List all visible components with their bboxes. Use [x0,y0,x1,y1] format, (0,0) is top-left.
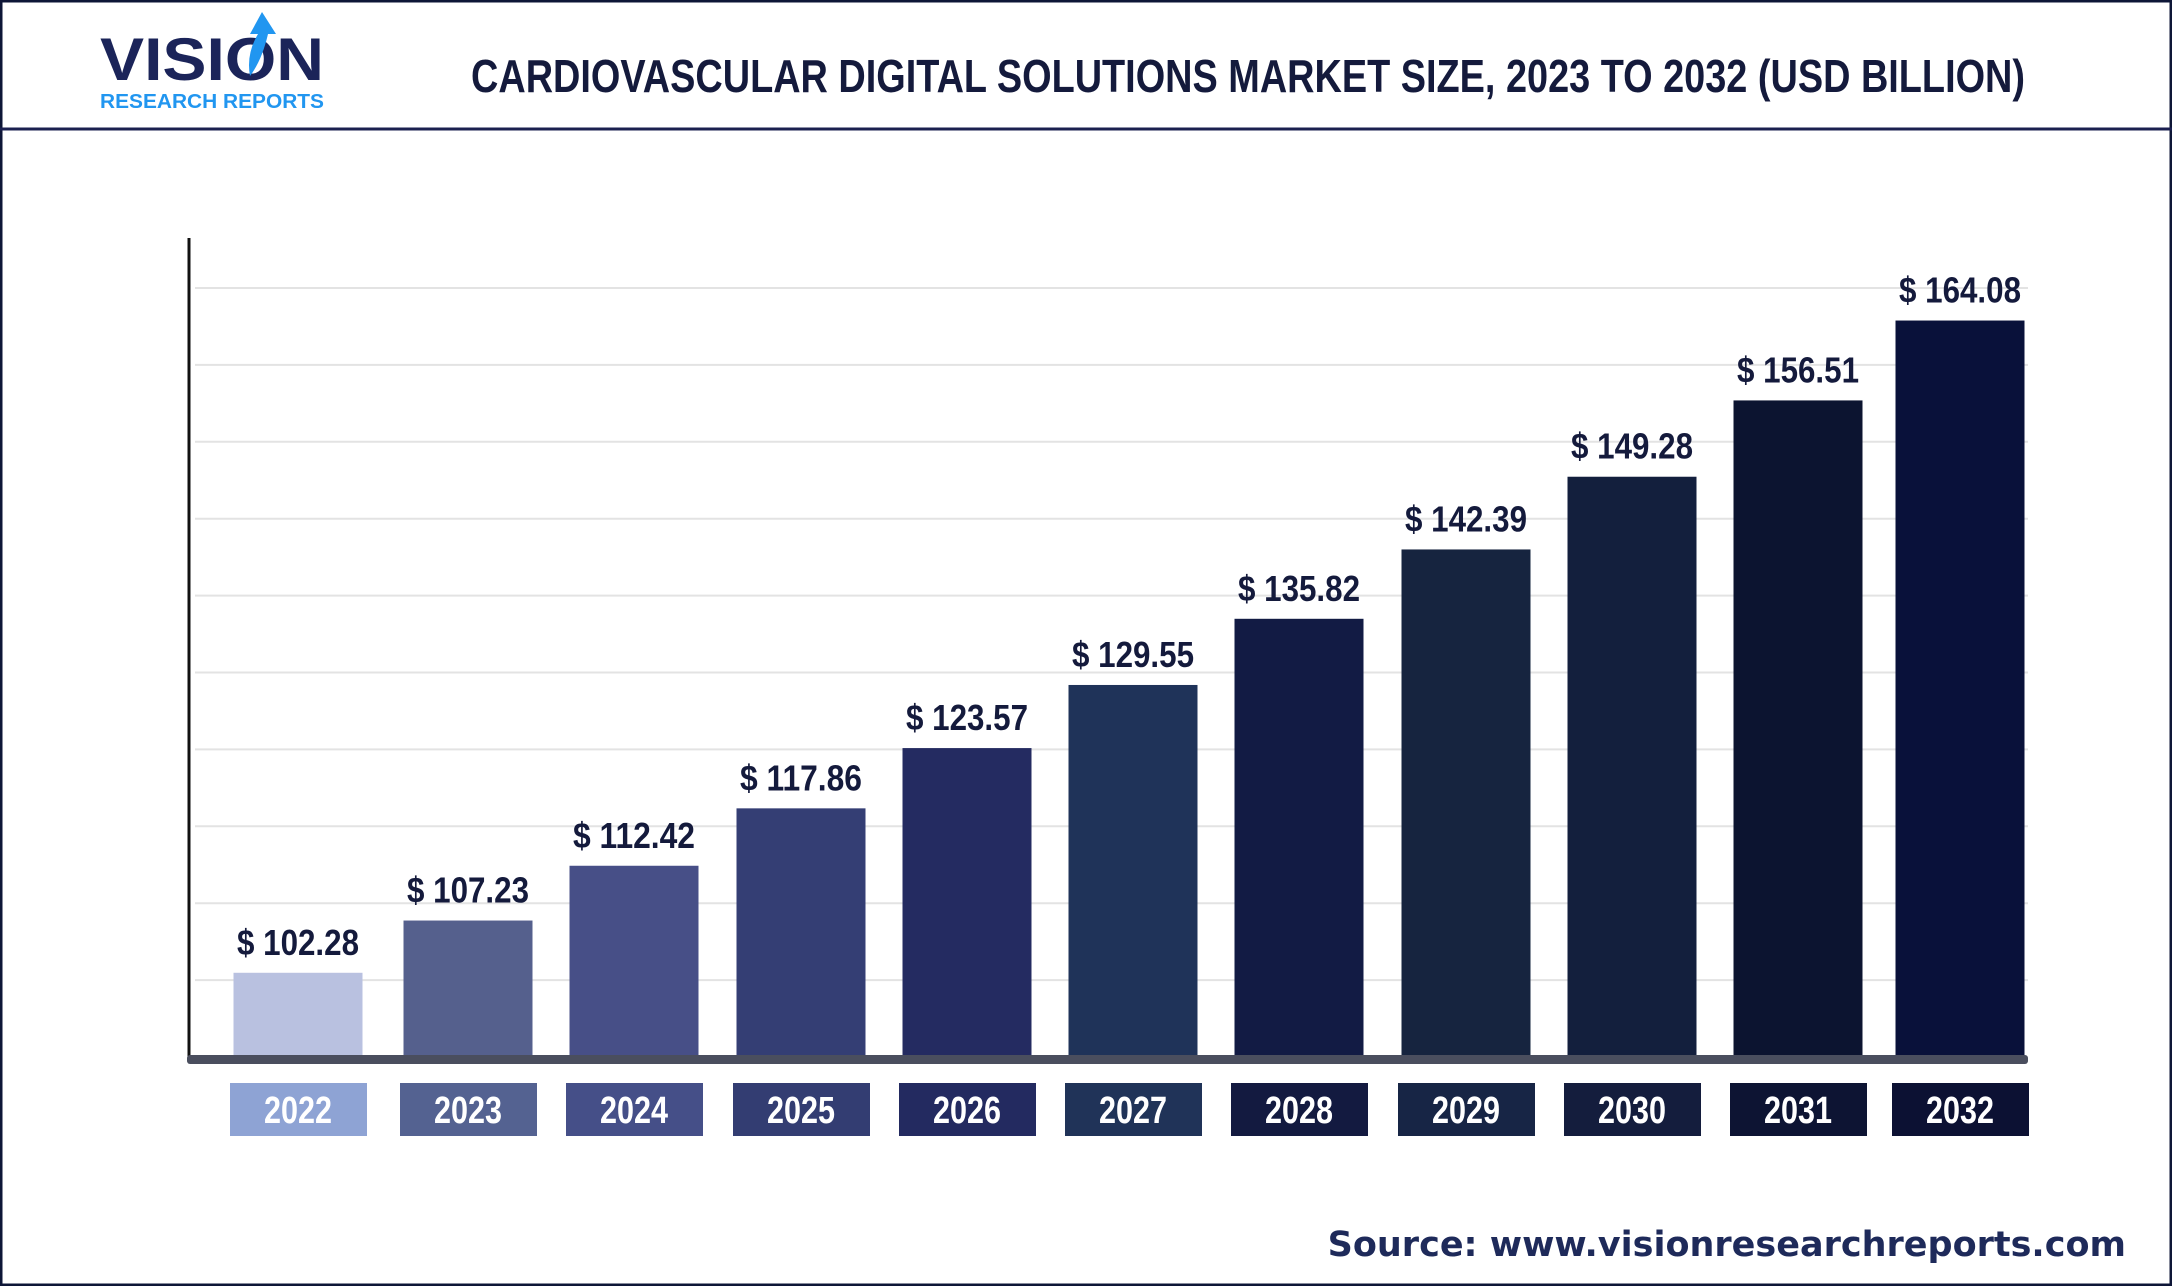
year-label: 2026 [933,1090,1001,1132]
source-text: Source: www.visionresearchreports.com [1328,1225,2126,1265]
year-label-box [400,1083,537,1136]
year-label: 2022 [264,1090,332,1132]
category-labels: 2022 2023 2024 2025 2026 2027 2028 2029 2030 2031… [230,1083,2029,1136]
year-label: 2025 [767,1090,835,1132]
year-label-box [1231,1083,1368,1136]
logo-arrow-icon [249,12,276,76]
year-label: 2030 [1598,1090,1666,1132]
bar-2025 [736,808,866,1057]
bar-2022 [233,972,363,1057]
value-label: $ 135.82 [1238,568,1360,609]
year-label: 2031 [1764,1090,1832,1132]
value-label: $ 142.39 [1405,498,1527,539]
bar-2027 [1068,684,1198,1057]
bar-2031 [1733,400,1863,1057]
value-label: $ 149.28 [1571,426,1693,467]
year-label: 2028 [1265,1090,1333,1132]
year-label-box [1398,1083,1535,1136]
value-label: $ 112.42 [573,815,695,856]
logo-word: VISION [100,26,324,93]
bar-2028 [1234,618,1364,1057]
bar-2030 [1567,476,1697,1058]
year-label: 2032 [1926,1090,1994,1132]
value-label: $ 129.55 [1072,634,1194,675]
logo: VISION RESEARCH REPORTS [100,12,324,113]
bar-2026 [902,748,1032,1057]
value-labels: $ 102.28 $ 107.23 $ 112.42 $ 117.86 $ 123.57… [237,270,2021,963]
chart-title: CARDIOVASCULAR DIGITAL SOLUTIONS MARKET … [471,50,2025,102]
bar-2023 [403,920,533,1057]
year-label-box [1892,1083,2029,1136]
year-label-box [566,1083,703,1136]
year-label: 2027 [1099,1090,1167,1132]
bar-2024 [569,865,699,1057]
year-label: 2023 [434,1090,502,1132]
x-axis-base [187,1055,2028,1064]
year-label-box [1564,1083,1701,1136]
value-label: $ 107.23 [407,870,529,911]
bar-2032 [1895,320,2025,1058]
value-label: $ 123.57 [906,697,1028,738]
year-label-box [230,1083,367,1136]
bar-2029 [1401,549,1531,1057]
logo-tagline: RESEARCH REPORTS [100,91,324,113]
value-label: $ 102.28 [237,922,359,963]
year-label-box [1730,1083,1867,1136]
bars [233,320,2025,1058]
value-label: $ 117.86 [740,757,862,798]
value-label: $ 164.08 [1899,270,2021,311]
year-label: 2024 [600,1090,668,1132]
year-label-box [899,1083,1036,1136]
value-label: $ 156.51 [1737,349,1859,390]
year-label-box [733,1083,870,1136]
year-label-box [1065,1083,1202,1136]
year-label: 2029 [1432,1090,1500,1132]
